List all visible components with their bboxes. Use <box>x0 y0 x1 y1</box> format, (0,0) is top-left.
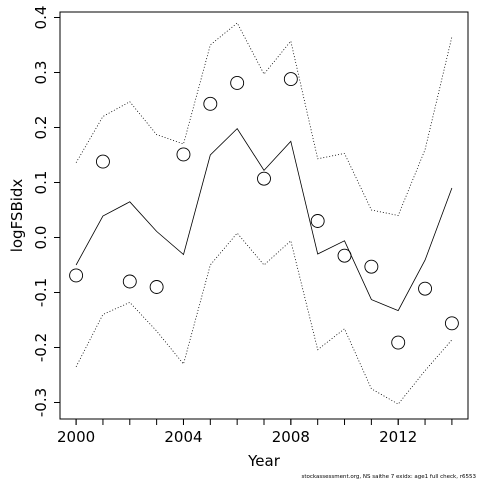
estimate-line <box>75 127 453 312</box>
x-tick-label: 2008 <box>272 428 310 446</box>
data-point <box>391 335 406 350</box>
data-point <box>257 171 271 186</box>
x-tick-label: 2004 <box>164 428 202 446</box>
y-axis-title: logFSBidx <box>8 179 26 253</box>
y-tick-label: 0.3 <box>32 61 50 85</box>
x-tick-label: 2000 <box>57 428 95 446</box>
data-point <box>230 75 245 90</box>
y-tick-label: 0.4 <box>32 6 50 30</box>
lower-bound-line <box>75 232 453 405</box>
data-point <box>69 268 84 283</box>
y-tick-label: 0.1 <box>32 171 50 195</box>
x-axis-title: Year <box>247 452 281 470</box>
x-tick-label: 2012 <box>379 428 417 446</box>
data-point <box>283 72 298 87</box>
upper-bound-line <box>75 22 453 216</box>
y-tick-label: -0.3 <box>32 388 50 417</box>
y-tick-label: 0.2 <box>32 116 50 140</box>
data-point <box>310 214 325 228</box>
y-axis: -0.3 -0.2 -0.1 0.0 0.1 0.2 0.3 0.4 <box>32 6 60 417</box>
x-axis: 2000 2004 2008 2012 <box>57 418 453 446</box>
data-point <box>203 96 218 111</box>
data-point <box>444 316 459 331</box>
y-tick-label: -0.2 <box>32 333 50 362</box>
data-point <box>418 281 433 296</box>
data-point <box>364 259 379 274</box>
y-tick-label: 0.0 <box>32 226 50 250</box>
data-point <box>149 280 164 294</box>
data-point <box>95 154 110 169</box>
data-point <box>176 147 191 162</box>
plot-content <box>69 22 459 405</box>
footnote: stockassessment.org, NS saithe 7 exidx: … <box>302 474 477 480</box>
y-tick-label: -0.1 <box>32 278 50 307</box>
data-point <box>122 274 137 289</box>
